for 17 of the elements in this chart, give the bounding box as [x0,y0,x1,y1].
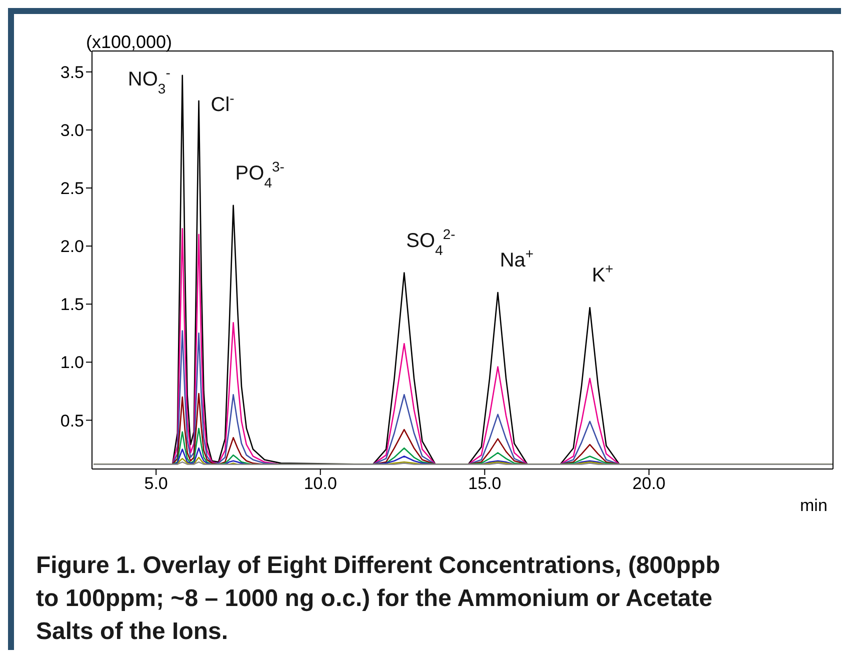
y-axis-title: (x100,000) [86,32,172,53]
annotation: Na$^{+}$ [500,246,534,272]
annotation: K$^{+}$ [592,260,614,287]
y-tick-label: 1.0 [60,353,84,372]
y-tick-label: 3.0 [60,120,84,140]
x-tick-label: 15.0 [468,474,502,494]
x-axis-title: min [800,496,828,516]
y-tick-label: 2.5 [60,179,84,198]
x-tick-label: 5.0 [144,474,168,494]
text: Figure 1. Overlay of Eight Different Concentrations, (800ppb to 100ppm; ~8 – 1000 ng o.c.) for the Ammonium or Acetate Salts of the Ions. [36,551,722,647]
x-tick-label: 20.0 [632,474,666,494]
y-tick-label: 1.5 [60,295,84,314]
y-tick-label: 2.0 [60,237,84,256]
x-tick-label: 10.0 [304,474,337,494]
annotation: Cl$^{-}$ [210,90,235,116]
y-tick-label: 3.5 [60,62,84,82]
y-tick-label: 0.5 [60,411,84,430]
